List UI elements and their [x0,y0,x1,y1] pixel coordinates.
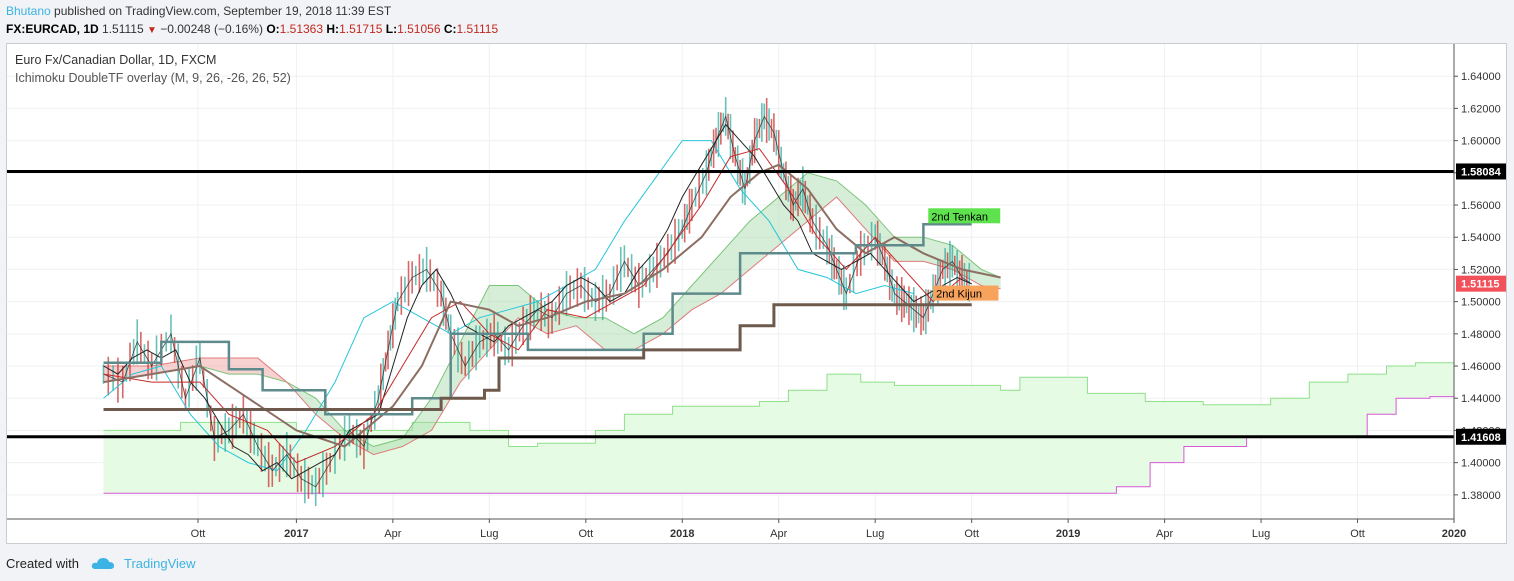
x-tick-label: 2018 [670,528,694,540]
series-label-bg [933,285,999,301]
cloud-segment [228,358,258,375]
x-tick-label: Ott [964,528,979,540]
x-tick-label: Apr [770,528,787,540]
y-tick-label: 1.38000 [1461,490,1501,502]
author-link[interactable]: Bhutano [6,4,51,18]
cloud-segment [373,438,403,455]
footer: Created with TradingView [6,556,196,573]
cloud-segment [691,253,721,310]
y-tick-label: 1.50000 [1461,297,1501,309]
cloud-segment [836,180,866,230]
y-tick-label: 1.56000 [1461,200,1501,212]
level-badge [1456,163,1506,180]
tradingview-cloud-icon [91,556,115,573]
created-with-label: Created with [6,556,79,571]
change-value: −0.00248 (−0.16%) [160,22,263,36]
x-tick-label: Lug [1252,528,1270,540]
x-tick-label: 2017 [284,528,308,540]
y-tick-label: 1.48000 [1461,329,1501,341]
kijun-line [103,163,1001,448]
low-label: L: [385,22,398,36]
price-detail-line [103,115,972,488]
lower-cloud-fill [103,362,1454,494]
cloud-segment [431,341,461,431]
y-tick-label: 1.54000 [1461,232,1501,244]
tradingview-link[interactable]: TradingView [124,556,196,571]
y-tick-label: 1.60000 [1461,136,1501,148]
low-value: 1.51056 [397,22,441,36]
high-label: H: [326,22,340,36]
chikou-line [103,140,914,472]
y-tick-label: 1.64000 [1461,71,1501,83]
lower-cloud-lower-line [103,396,1454,494]
chart-subtitle: Ichimoku DoubleTF overlay (M, 9, 26, -26… [15,71,291,85]
cloud-segment [720,221,750,294]
publish-info: published on TradingView.com, September … [50,4,392,18]
last-price-badge [1456,275,1506,292]
down-arrow-icon: ▼ [146,25,157,36]
chart-title: Euro Fx/Canadian Dollar, 1D, FXCM [15,53,216,67]
series-label-bg [928,208,1001,224]
publish-header: Bhutano published on TradingView.com, Se… [6,4,391,18]
lower-cloud-upper-line [103,362,1454,447]
x-tick-label: 2020 [1442,528,1466,540]
level-badge-label: 1.41608 [1461,432,1501,444]
y-tick-label: 1.52000 [1461,264,1501,276]
cloud-segment [605,317,634,350]
cloud-segment [663,285,692,334]
y-tick-label: 1.40000 [1461,458,1501,470]
symbol-name: FX:EURCAD, 1D [6,22,99,36]
series-label: 2nd Kijun [936,289,982,301]
cloud-segment [749,197,779,270]
x-tick-label: Ott [1350,528,1365,540]
y-tick-label: 1.44000 [1461,393,1501,405]
cloud-segment [199,358,229,375]
tenkan2-line [103,223,972,416]
symbol-header: FX:EURCAD, 1D 1.51115 ▼ −0.00248 (−0.16%… [6,22,498,36]
cloud-segment [807,172,837,222]
cloud-segment [576,317,606,350]
kijun2-line [103,303,972,411]
x-tick-label: Ott [191,528,206,540]
level-badge [1456,428,1506,445]
chart-container[interactable]: 2nd Tenkan 2nd Kijun 1.64000 1.62000 1.60000… [6,43,1507,544]
cloud-segment [103,366,152,383]
open-value: 1.51363 [279,22,324,36]
senkou-b-line [103,196,1001,456]
level-badge-label: 1.58084 [1461,166,1502,178]
x-tick-label: Ott [578,528,593,540]
cloud-segment [952,245,982,286]
high-value: 1.51715 [339,22,383,36]
close-label: C: [443,22,457,36]
last-price-value: 1.51115 [102,22,144,36]
x-tick-label: Apr [1156,528,1173,540]
chart-svg[interactable]: 2nd Tenkan 2nd Kijun 1.64000 1.62000 1.60000… [7,44,1508,545]
x-tick-label: 2019 [1056,528,1080,540]
x-tick-label: Lug [866,528,884,540]
cloud-segment [894,237,924,262]
y-tick-label: 1.62000 [1461,103,1501,115]
x-tick-label: Apr [384,528,401,540]
series-label: 2nd Tenkan [931,211,988,223]
close-value: 1.51115 [456,22,499,36]
open-label: O: [266,22,280,36]
last-price-label: 1.51115 [1461,279,1500,291]
x-tick-label: Lug [480,528,498,540]
y-tick-label: 1.46000 [1461,361,1501,373]
